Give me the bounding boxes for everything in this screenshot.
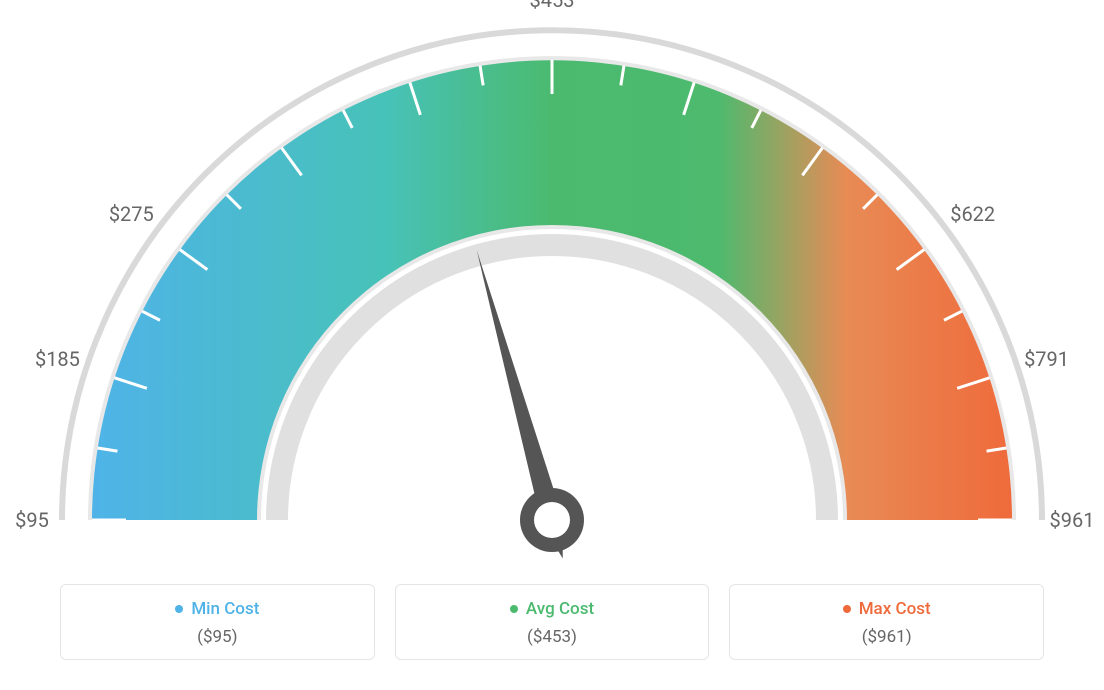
gauge-tick-label: $275: [109, 202, 154, 226]
needle-pivot-inner: [534, 502, 570, 538]
gauge-tick-label: $622: [950, 202, 995, 226]
gauge-tick-label: $95: [15, 508, 49, 532]
legend-value-avg: ($453): [396, 627, 709, 647]
gauge-tick-label: $453: [530, 0, 575, 12]
legend-row: Min Cost ($95) Avg Cost ($453) Max Cost …: [60, 584, 1044, 660]
legend-value-min: ($95): [61, 627, 374, 647]
legend-dot-min: [175, 605, 183, 613]
legend-label-row: Avg Cost: [396, 599, 709, 619]
legend-box-min: Min Cost ($95): [60, 584, 375, 660]
gauge-tick-label: $791: [1024, 347, 1069, 371]
legend-box-max: Max Cost ($961): [729, 584, 1044, 660]
legend-dot-max: [843, 605, 851, 613]
legend-value-max: ($961): [730, 627, 1043, 647]
cost-gauge-chart: $95 $185 $275 $453 $622 $791 $961 Min Cost ($9…: [0, 0, 1104, 690]
legend-dot-avg: [510, 605, 518, 613]
legend-label-avg: Avg Cost: [526, 599, 594, 619]
legend-label-row: Max Cost: [730, 599, 1043, 619]
gauge-tick-label: $961: [1050, 508, 1095, 532]
legend-label-max: Max Cost: [859, 599, 931, 619]
legend-label-row: Min Cost: [61, 599, 374, 619]
gauge-svg: [0, 10, 1104, 570]
color-arc: [92, 60, 1012, 520]
legend-box-avg: Avg Cost ($453): [395, 584, 710, 660]
gauge-tick-label: $185: [35, 347, 80, 371]
legend-label-min: Min Cost: [191, 599, 259, 619]
gauge-area: $95$185$275$453$622$791$961: [0, 10, 1104, 560]
